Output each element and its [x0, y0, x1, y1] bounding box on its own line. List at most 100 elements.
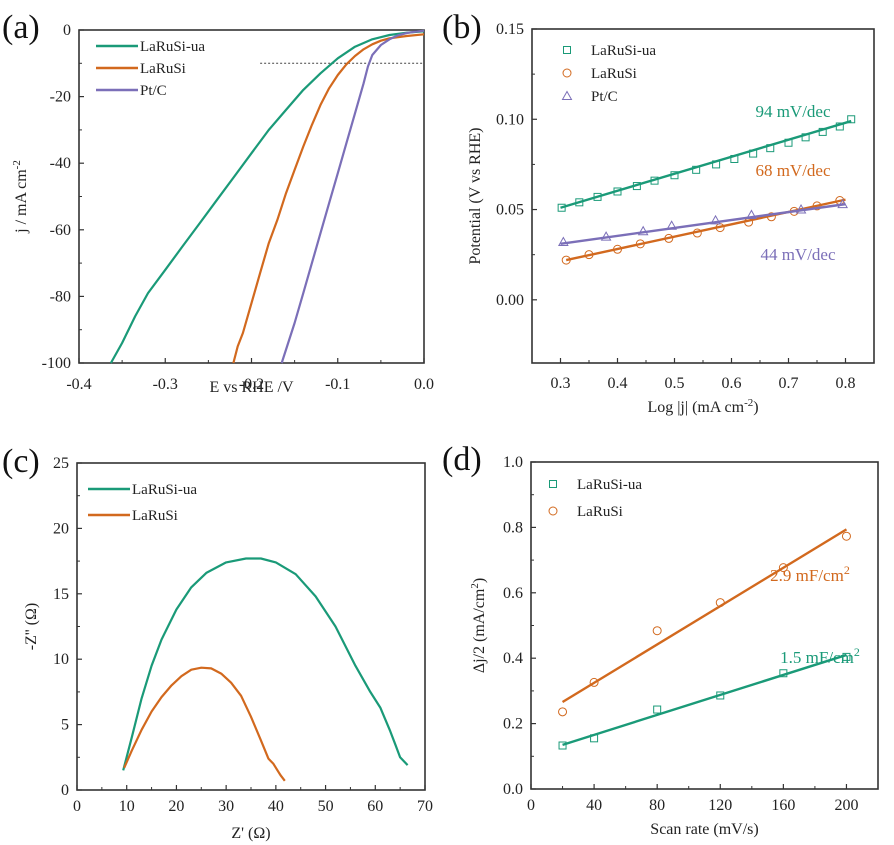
data-point-pt-c — [557, 236, 569, 247]
legend-marker-pt-c — [561, 90, 573, 100]
data-point-larusi-ua — [766, 144, 775, 153]
legend-label-pt-c: Pt/C — [140, 83, 167, 99]
fit-line-larusi — [561, 528, 848, 704]
legend-label-larusi-ua: LaRuSi-ua — [577, 477, 642, 493]
data-point-larusi-ua — [670, 171, 679, 180]
series-line-larusi-ua — [109, 30, 425, 364]
y-tick-label: -80 — [50, 288, 71, 305]
panel-c-nyquist-chart: (c) 0 10 20 30 40 50 60 70 0 5 10 15 20 25 Z' (Ω) -Z'' (… — [2, 443, 433, 842]
data-point-pt-c — [637, 225, 649, 236]
y-tick-label: 10 — [53, 651, 69, 668]
data-point-larusi — [613, 244, 622, 254]
y-tick-label: 20 — [53, 520, 69, 537]
slope-annotation-larusi: 68 mV/dec — [755, 161, 831, 180]
plot-frame — [531, 28, 875, 364]
y-tick-label: -20 — [50, 89, 71, 106]
data-point-larusi — [812, 201, 822, 211]
x-tick-label: 40 — [586, 797, 602, 814]
panel-label: (c) — [2, 443, 40, 480]
data-point-larusi-ua — [712, 160, 721, 169]
data-point-larusi — [635, 239, 645, 249]
y-tick-label: 25 — [53, 455, 69, 472]
y-tick-label: 0.8 — [503, 519, 523, 536]
x-tick-label: 10 — [119, 798, 135, 815]
data-point-larusi-ua — [650, 176, 659, 185]
x-tick-label: 60 — [367, 798, 383, 815]
y-tick-label: -100 — [42, 355, 71, 372]
x-tick-label: 0 — [73, 798, 81, 815]
x-axis-title-text: Log |j| (mA cm — [647, 399, 744, 416]
slope-annotation-larusi-ua: 1.5 mF/cm2 — [780, 645, 860, 667]
legend-label-larusi: LaRuSi — [132, 508, 178, 524]
x-axis-title: E vs RHE /V — [210, 379, 294, 396]
x-tick-label: 0.4 — [608, 375, 628, 392]
slope-annotation-text: 68 mV/dec — [755, 161, 831, 180]
x-axis-title: Log |j| (mA cm-2) — [647, 397, 758, 416]
slope-annotation-text: 44 mV/dec — [760, 245, 836, 264]
legend-label-larusi: LaRuSi — [140, 61, 186, 77]
x-tick-label: 0.0 — [414, 376, 434, 393]
data-point-larusi-ua — [593, 192, 602, 201]
data-point-pt-c — [746, 209, 757, 219]
y-tick-label: -60 — [50, 222, 71, 239]
x-tick-label: 70 — [417, 798, 433, 815]
data-point-larusi-ua — [835, 122, 844, 131]
data-point-larusi-ua — [847, 115, 856, 124]
x-tick-label: 0.8 — [836, 375, 856, 392]
x-tick-label: 20 — [168, 798, 184, 815]
data-point-larusi — [841, 531, 851, 541]
data-point-larusi — [692, 228, 702, 238]
y-axis-title-text: Δj/2 (mA/cm — [471, 588, 488, 673]
x-tick-label: 0 — [527, 797, 535, 814]
legend-label-larusi-ua: LaRuSi-ua — [140, 39, 205, 55]
x-tick-label: -0.4 — [66, 376, 91, 393]
y-axis-title: Potential (V vs RHE) — [467, 127, 484, 264]
y-tick-label: 0.05 — [496, 202, 524, 219]
slope-annotation-text: 94 mV/dec — [755, 102, 831, 121]
data-point-pt-c — [600, 231, 612, 241]
x-tick-label: -0.1 — [325, 376, 350, 393]
slope-annotation-larusi: 2.9 mF/cm2 — [770, 563, 850, 585]
legend-marker-larusi-ua — [563, 46, 571, 54]
data-point-larusi-ua — [575, 198, 584, 207]
y-tick-label: 15 — [53, 586, 69, 603]
plot-frame — [76, 462, 426, 791]
data-point-larusi-ua — [818, 127, 827, 136]
y-axis-title: j / mA cm-2 — [11, 160, 30, 234]
x-axis-title-end: ) — [753, 399, 758, 416]
fit-line-larusi-ua — [560, 119, 852, 209]
x-tick-label: -0.3 — [153, 376, 178, 393]
x-tick-label: 0.5 — [665, 375, 685, 392]
legend-marker-larusi-ua — [549, 480, 557, 488]
slope-annotation-text: 2.9 mF/cm — [770, 566, 844, 585]
data-point-larusi-ua — [632, 182, 641, 191]
x-axis-title-text: Z' (Ω) — [231, 825, 270, 842]
slope-annotation-larusi-ua: 94 mV/dec — [755, 102, 831, 121]
data-point-larusi — [715, 598, 725, 608]
data-point-larusi-ua — [557, 203, 566, 212]
x-tick-label: -0.2 — [239, 376, 264, 393]
y-axis-title-sup: 2 — [469, 583, 481, 589]
data-point-pt-c — [795, 204, 807, 214]
data-point-larusi — [561, 255, 571, 265]
y-axis-title: -Z'' (Ω) — [23, 603, 40, 650]
panel-label: (d) — [442, 441, 482, 478]
y-axis-title-text: Potential (V vs RHE) — [467, 127, 484, 264]
series-line-larusi — [123, 666, 286, 782]
data-point-larusi-ua — [842, 652, 851, 661]
data-point-larusi-ua — [801, 133, 810, 142]
y-tick-label: 0.6 — [503, 585, 523, 602]
data-point-pt-c — [710, 214, 721, 225]
data-point-larusi-ua — [784, 138, 793, 147]
legend-marker-larusi — [548, 506, 558, 516]
x-tick-label: 80 — [649, 797, 665, 814]
data-point-larusi — [778, 563, 788, 573]
x-tick-label: 30 — [218, 798, 234, 815]
y-axis-title-text: j / mA cm — [13, 169, 30, 234]
x-tick-label: 40 — [268, 798, 284, 815]
series-line-larusi-ua — [122, 557, 409, 771]
fit-line-larusi-ua — [562, 653, 847, 746]
data-point-larusi-ua — [749, 149, 758, 158]
y-tick-label: 0.0 — [503, 781, 523, 798]
data-point-larusi-ua — [779, 669, 788, 678]
